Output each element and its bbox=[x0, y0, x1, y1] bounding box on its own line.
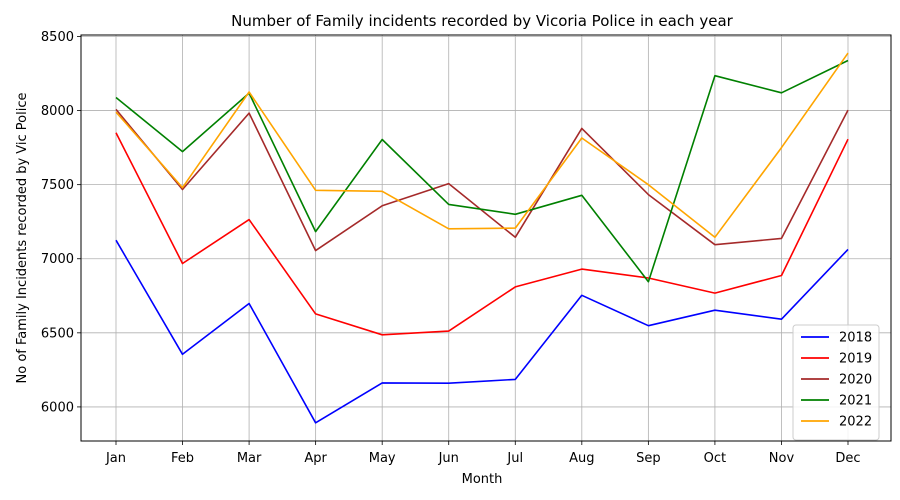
legend: 2018 2019 2020 2021 2022 bbox=[792, 324, 880, 441]
legend-label-2019: 2019 bbox=[839, 352, 872, 367]
x-axis-title: Month bbox=[462, 472, 503, 487]
x-tick-label: Jun bbox=[438, 451, 459, 466]
y-tick-label: 7500 bbox=[41, 178, 74, 193]
x-tick-label: May bbox=[369, 451, 396, 466]
x-tick-label: Jan bbox=[105, 451, 126, 466]
y-tick-label: 8000 bbox=[41, 104, 74, 119]
series-line-2021 bbox=[115, 59, 849, 283]
x-tick-label: Mar bbox=[237, 451, 262, 466]
legend-box bbox=[792, 324, 880, 441]
x-tick-label: Feb bbox=[171, 451, 194, 466]
series-lines bbox=[115, 52, 849, 424]
series-line-2018 bbox=[115, 239, 849, 424]
x-tick-label: Dec bbox=[835, 451, 860, 466]
y-axis-ticks: 6000 6500 7000 7500 8000 8500 bbox=[41, 30, 81, 415]
x-tick-label: Sep bbox=[636, 451, 661, 466]
x-tick-label: Apr bbox=[304, 451, 327, 466]
y-tick-label: 6500 bbox=[41, 326, 74, 341]
series-line-2022 bbox=[115, 52, 849, 239]
plot-frame bbox=[80, 34, 892, 442]
series-line-2020 bbox=[115, 108, 849, 252]
y-axis-title: No of Family Incidents recorded by Vic P… bbox=[15, 93, 30, 384]
x-tick-label: Aug bbox=[569, 451, 594, 466]
x-axis-ticks: Jan Feb Mar Apr May Jun Jul Aug Sep Oct Nov Dec bbox=[105, 441, 861, 466]
y-tick-label: 8500 bbox=[41, 30, 74, 45]
y-tick-label: 6000 bbox=[41, 400, 74, 415]
chart-title: Number of Family incidents recorded by V… bbox=[231, 12, 733, 30]
x-tick-label: Nov bbox=[769, 451, 795, 466]
legend-label-2018: 2018 bbox=[839, 331, 872, 346]
x-tick-label: Oct bbox=[704, 451, 726, 466]
grid-lines bbox=[81, 35, 891, 441]
y-tick-label: 7000 bbox=[41, 252, 74, 267]
legend-label-2021: 2021 bbox=[839, 394, 872, 409]
x-tick-label: Jul bbox=[506, 451, 523, 466]
legend-label-2020: 2020 bbox=[839, 373, 872, 388]
legend-label-2022: 2022 bbox=[839, 415, 872, 430]
series-line-2019 bbox=[115, 132, 849, 336]
